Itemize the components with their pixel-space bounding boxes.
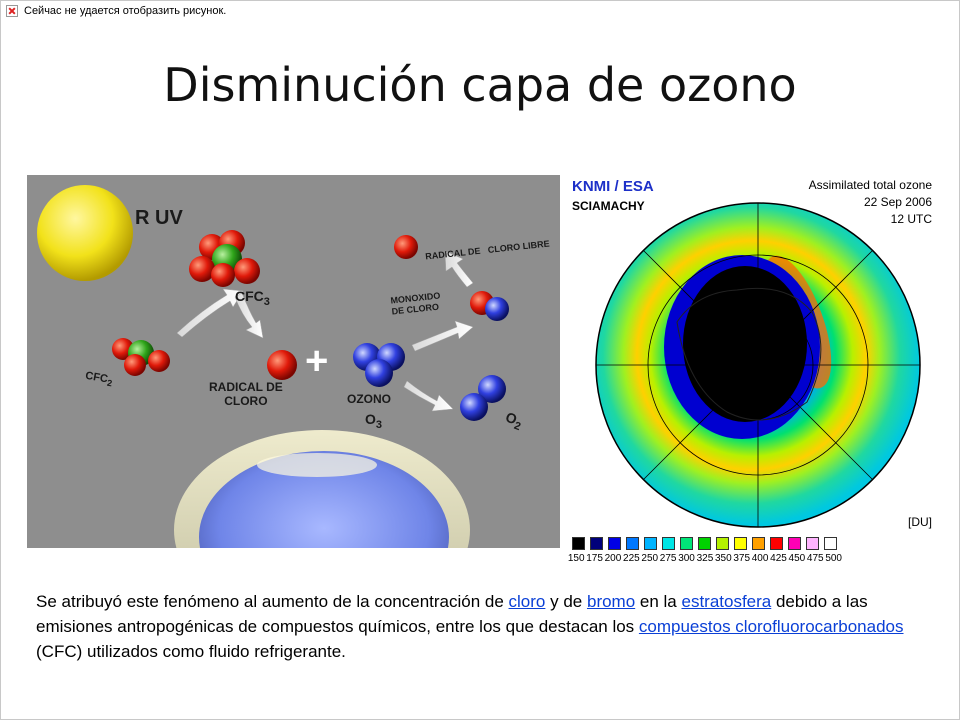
body-text-4: debido a las emisiones antropogénicas de… [36,592,868,636]
broken-image-icon [6,5,18,17]
body-text-5: (CFC) utilizados como fluido refrigerant… [36,642,346,661]
body-text-1: Se atribuyó este fenómeno al aumento de … [36,592,509,611]
map-product: Assimilated total ozone [808,178,932,192]
legend-tick-label: 325 [696,553,714,564]
slide-title: Disminución capa de ozono [163,58,797,112]
ozone-legend-ticks: 150 175 200 225 250 275 300 325 350 375 400 425 450 4… [567,553,843,564]
link-compuestos-cfc[interactable]: compuestos clorofluorocarbonados [638,617,904,636]
legend-swatch [590,537,603,550]
ozone-color-legend [572,537,837,550]
cfc3-molecule [189,230,260,287]
o3-subscript: 3 [375,418,383,431]
legend-tick-label: 200 [604,553,622,564]
map-date: 22 Sep 2006 [863,195,932,209]
body-text-2: y de [545,592,587,611]
legend-swatch [662,537,675,550]
free-chlorine-radical [394,235,418,259]
link-bromo[interactable]: bromo [586,592,636,611]
legend-tick-label: 500 [825,553,842,564]
legend-swatch [644,537,657,550]
legend-swatch [680,537,693,550]
legend-tick-label: 375 [733,553,751,564]
map-instrument: SCIAMACHY [572,199,645,213]
cfc3-subscript: 3 [263,295,270,308]
sun-sphere [37,185,133,281]
legend-tick-label: 425 [770,553,787,564]
ozone-molecule [353,343,405,387]
body-text-3: en la [635,592,682,611]
cfc3-label: CFC3 [235,288,270,308]
legend-tick-label: 250 [641,553,659,564]
cfc2-molecule [112,338,170,376]
legend-tick-label: 300 [678,553,695,564]
o3-text: O [365,411,376,427]
cfc3-text: CFC [235,288,264,304]
legend-tick-label: 350 [714,553,732,564]
link-estratosfera[interactable]: estratosfera [681,592,772,611]
ozone-chemistry-diagram: R UV CFC3 CFC2 RADICAL DE CLORO + OZONO … [27,175,560,548]
map-time: 12 UTC [890,212,932,226]
map-unit: [DU] [908,515,932,529]
map-grid [596,203,920,527]
legend-swatch [824,537,837,550]
oxygen-molecule [460,375,506,421]
earth-globe [174,430,470,548]
plus-sign: + [305,339,329,383]
link-cloro[interactable]: cloro [508,592,546,611]
legend-swatch [572,537,585,550]
uv-radiation-label: R UV [135,207,183,229]
map-agency: KNMI / ESA [572,178,654,195]
chlorine-radical-label-line2: CLORO [224,394,268,408]
o3-label: O3 [365,411,382,431]
diagram-graphics [37,185,509,548]
legend-swatch [608,537,621,550]
chlorine-radical-label: RADICAL DE CLORO [209,380,283,408]
map-border [595,202,921,528]
chlorine-radical [267,350,297,380]
legend-tick-label: 225 [623,553,640,564]
chlorine-radical-label-line1: RADICAL DE [209,380,283,394]
legend-swatch [788,537,801,550]
legend-swatch [698,537,711,550]
chlorine-monoxide-molecule [470,291,509,321]
legend-swatch [806,537,819,550]
ozone-map: KNMI / ESA SCIAMACHY Assimilated total o… [567,172,941,567]
body-paragraph: Se atribuyó este fenómeno al aumento de … [36,589,916,664]
legend-tick-label: 400 [751,553,769,564]
ozone-label: OZONO [347,392,391,406]
legend-tick-label: 150 [567,553,585,564]
broken-image-placeholder: Сейчас не удается отобразить рисунок. [6,5,226,17]
antarctica-outline [676,287,822,421]
legend-tick-label: 475 [806,553,824,564]
legend-swatch [626,537,639,550]
legend-swatch [770,537,783,550]
legend-swatch [752,537,765,550]
legend-tick-label: 175 [586,553,603,564]
broken-image-message: Сейчас не удается отобразить рисунок. [24,5,227,17]
ozone-map-graphics [595,202,921,528]
legend-tick-label: 275 [659,553,677,564]
legend-tick-label: 450 [788,553,806,564]
reaction-arrows [176,250,474,412]
legend-swatch [734,537,747,550]
legend-swatch [716,537,729,550]
cfc2-text: CFC [84,369,109,386]
